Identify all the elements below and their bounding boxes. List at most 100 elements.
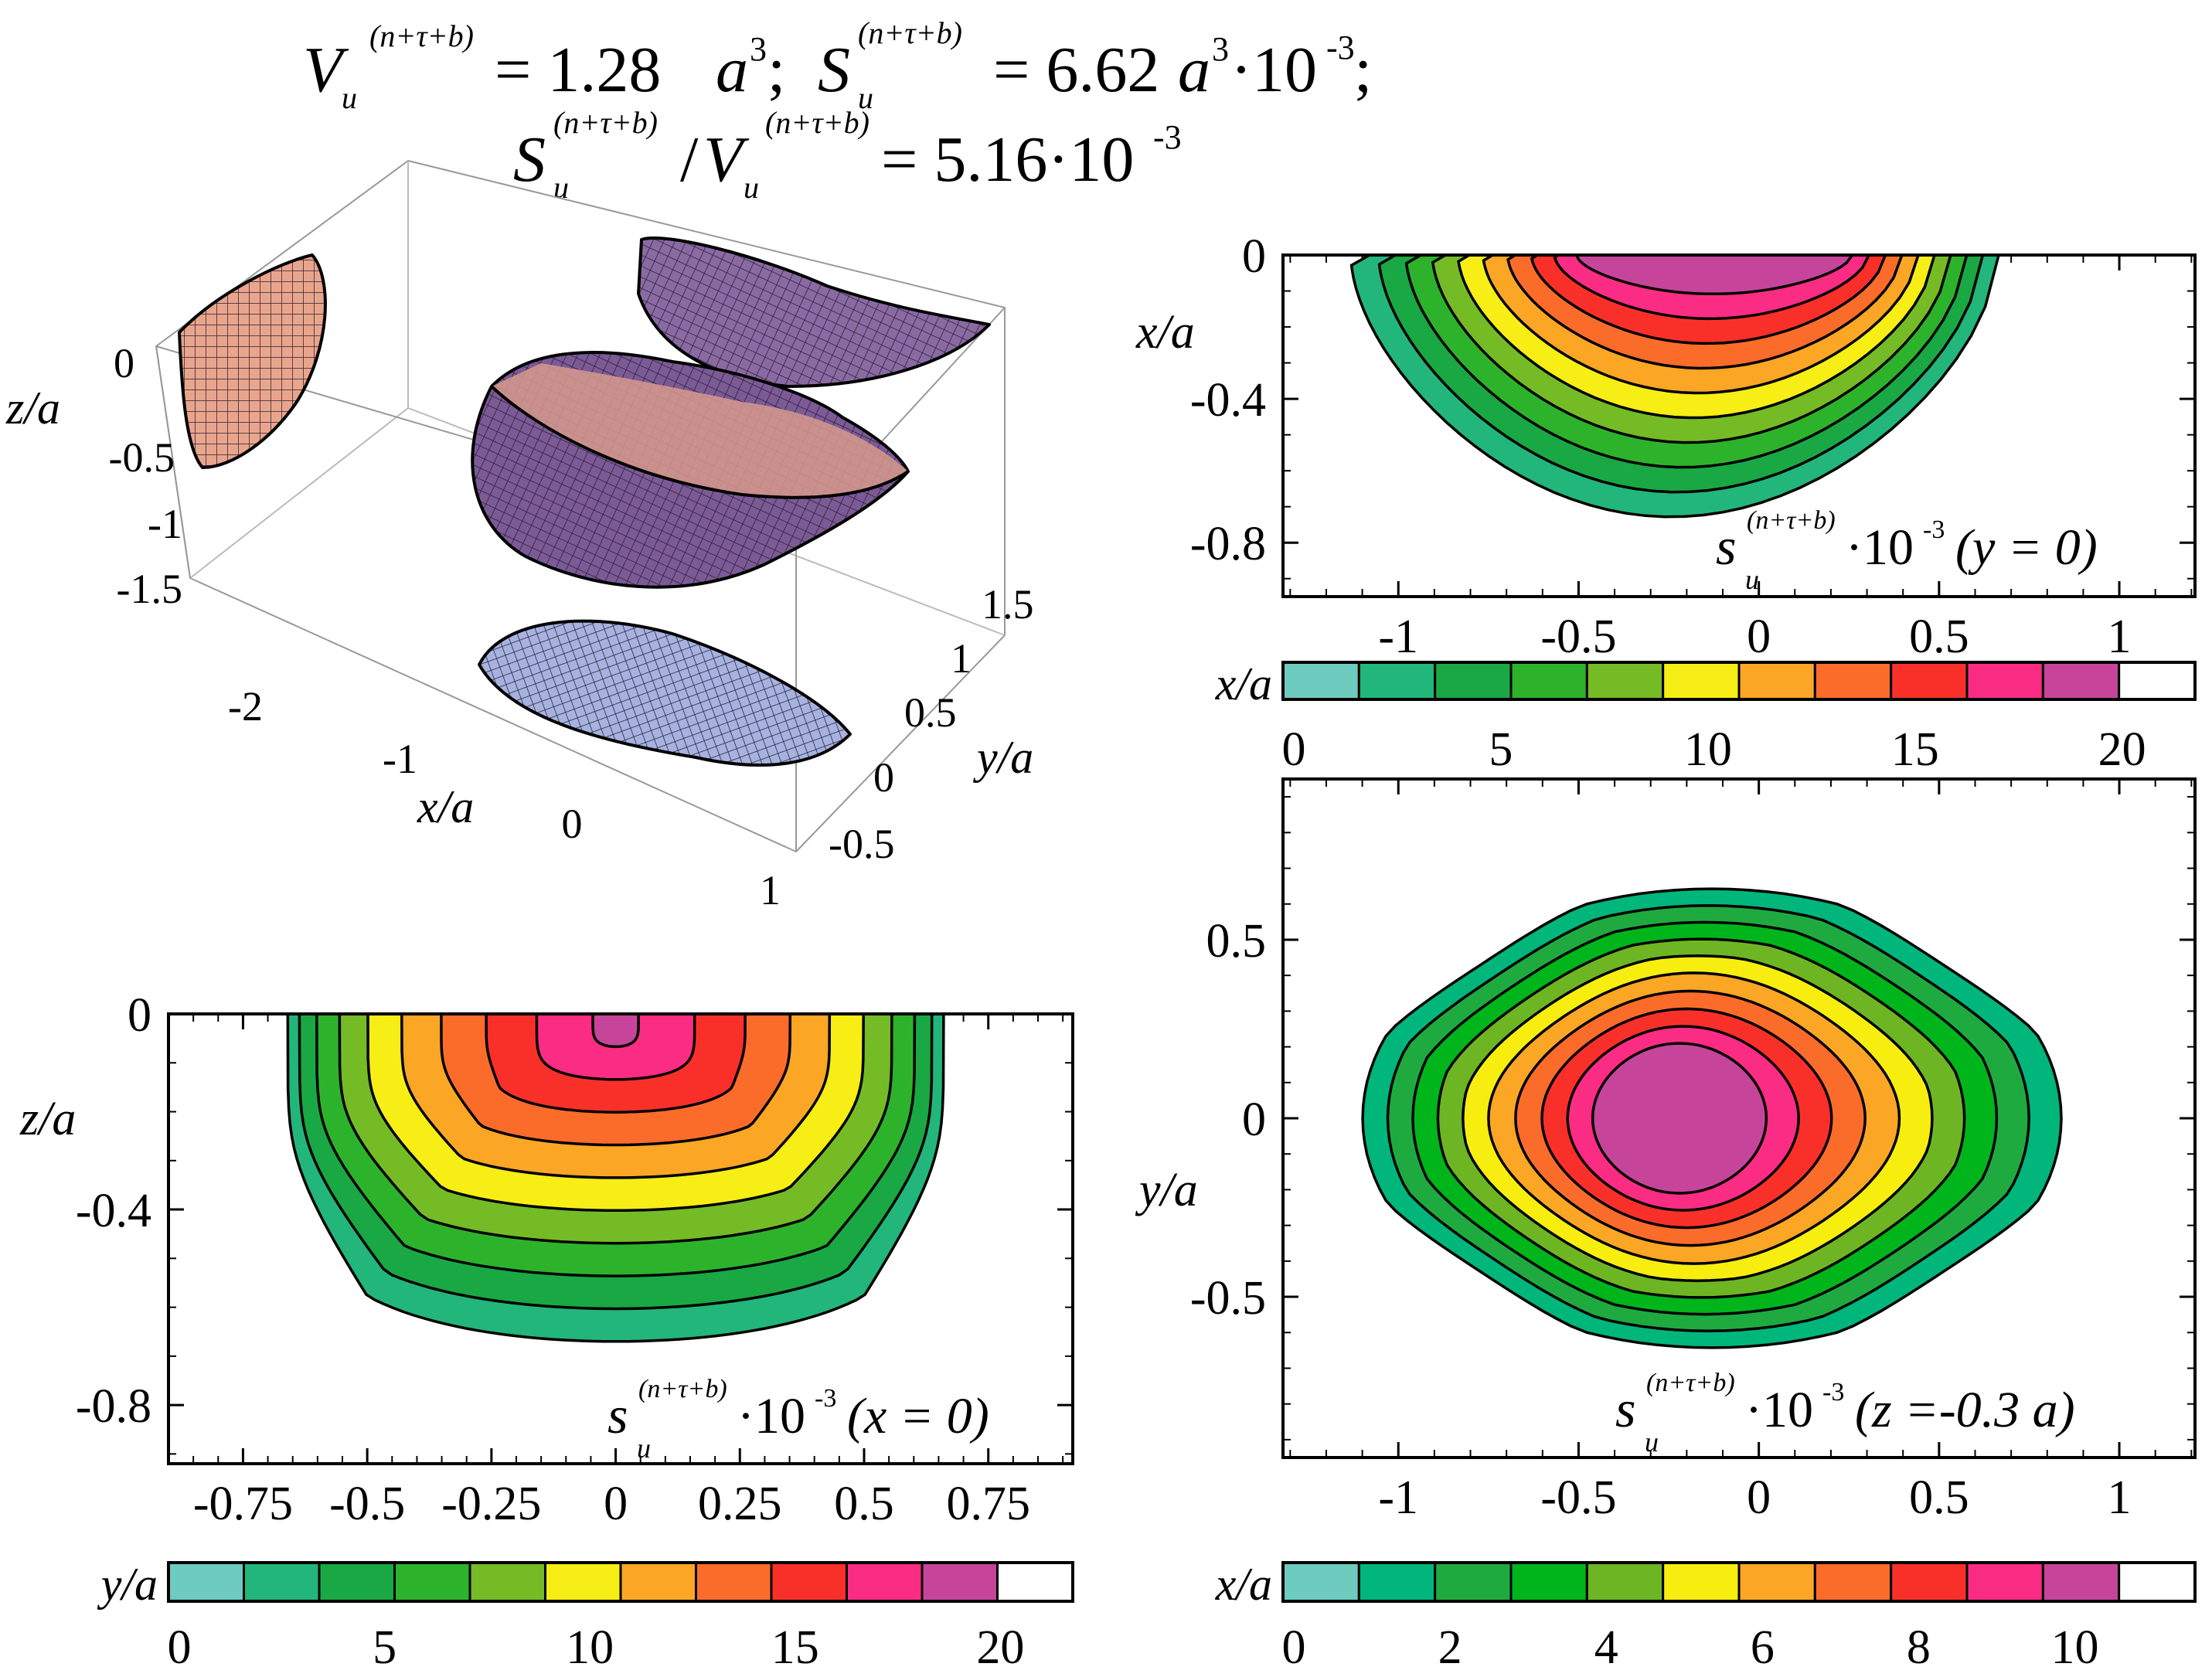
x-tick-label: -1 [1378,611,1418,663]
y-tick-label: -0.4 [76,1185,151,1237]
colorbar-segment-6 [619,1561,697,1603]
colorbar-tick-label: 2 [1438,1621,1462,1674]
plot-frame-top [1281,253,2197,598]
x-tick--1: -1 [383,736,417,782]
colorbar-tick-label: 15 [771,1621,819,1674]
surface-exp: -3 [1326,29,1355,66]
y-tick-1: 1 [951,635,972,682]
colorbar-segment-10 [2041,1561,2121,1603]
volume-cube: 3 [750,30,767,68]
y-tick-label: -0.4 [1190,374,1266,427]
volume-sep: ; [767,34,785,106]
colorbar-segment-5 [1662,1561,1741,1603]
title-cond: (x = 0) [847,1388,989,1444]
y-tick-label: -0.8 [76,1380,151,1433]
y-tick-0: 0 [873,754,894,801]
colorbar-segment-2 [318,1561,396,1603]
y-axis-label: z/a [19,1093,76,1145]
colorbar-tick-label: 20 [976,1621,1024,1674]
contour-panel-x0: -0.75 -0.5 -0.25 0 0.25 0.5 0.75 0 -0.4 -0.8 su (n+… [19,989,1074,1674]
z-axis-label: z/a [5,383,60,434]
ratio-value: = 5.16·10 [881,124,1134,196]
z-tick--1.5: -1.5 [117,566,182,612]
title-sub: u [637,1433,651,1464]
y-tick-0.5: 0.5 [904,689,957,736]
colorbar-tick-label: 10 [2051,1621,2099,1674]
title-exp: -3 [1822,1378,1844,1407]
contour-level-10 [1591,1042,1768,1195]
title-s: s [607,1386,628,1444]
colorbar-tick-label: 15 [1891,723,1939,776]
colorbar-segment-9 [846,1561,924,1603]
colorbar-tick-label: 0 [1282,1621,1306,1674]
title-exp: -3 [1923,515,1945,544]
colorbar-frame [1281,661,2197,701]
contour-fill-y0 [1349,255,2095,519]
colorbar-segment-4 [1585,661,1665,701]
z-tick-0: 0 [114,340,134,386]
colorbar-segment-3 [393,1561,471,1603]
colorbar-tick-label: 10 [1684,723,1732,776]
colorbar-segment-5 [544,1561,622,1603]
colorbar-segment-9 [1965,661,2044,701]
ratio-slash: / [680,124,699,196]
surface-value: = 6.62 [993,34,1159,106]
y-tick-label: 0 [1242,230,1266,283]
x-tick-label: 0 [1747,611,1771,663]
header-formulas: V u (n+τ+b) = 1.28 a 3 ; S u (n+τ+b) = 6… [303,15,1372,205]
title-cond: (z =-0.3 a) [1855,1382,2075,1438]
colorbar-tick-label: 5 [1489,723,1513,776]
colorbar-tick-label: 10 [566,1621,614,1674]
volume-a: a [716,34,748,106]
x-tick-label: -0.25 [441,1478,541,1530]
surface-sup: (n+τ+b) [858,15,962,50]
colorbar-segment-0 [1281,661,1360,701]
colorbar-tick-label: 0 [1282,723,1306,776]
y-tick-label: 0.5 [1206,915,1267,968]
title-times: ·10 [737,1388,805,1444]
x-tick-label: 0 [604,1478,628,1530]
contour-panel-z03: -1 -0.5 0 0.5 1 0.5 0 -0.5 su (n+τ+b) ·10 -3 (z =-0.… [1135,777,2197,1674]
surface-symbol: S [818,34,850,106]
x-tick-1: 1 [760,867,781,913]
x-tick-label: 0.75 [946,1478,1030,1530]
contour-fill-x0 [286,1014,945,1343]
colorbar-segment-3 [1509,1561,1588,1603]
colorbar-tick-label: 8 [1907,1621,1931,1674]
y-tick-label: -0.8 [1190,518,1266,570]
title-times: ·10 [1846,519,1914,576]
title-sub: u [1645,1427,1659,1458]
colorbar-segment-11 [2118,1561,2197,1603]
colorbar-segment-8 [1890,1561,1969,1603]
colorbar-segment-4 [468,1561,546,1603]
ratio-S-sup: (n+τ+b) [553,105,658,140]
x-tick-label: 1 [2108,1471,2132,1524]
x-tick-label: 0.5 [1909,611,1969,663]
plot-frame-top [167,1012,1074,1465]
title-exp: -3 [815,1384,836,1413]
x-tick-label: 0.5 [1909,1471,1969,1524]
ratio-V-sup: (n+τ+b) [765,105,869,140]
colorbar-frame [167,1561,1074,1603]
y-axis-label: y/a [972,732,1033,783]
x-tick-label: 0.25 [698,1478,782,1530]
title-cond: (y = 0) [1955,519,2098,576]
colorbar-segment-2 [1434,1561,1513,1603]
x-tick-label: -0.5 [1540,1471,1616,1524]
contour-level-10 [537,1014,695,1049]
x-axis-label: x/a [417,781,474,832]
x-tick-label: -0.75 [193,1478,293,1530]
colorbar-segment-7 [695,1561,773,1603]
plot-frame-top [1281,777,2197,1459]
x-tick-label: 0.5 [834,1478,894,1530]
y-tick-label: 0 [1242,1094,1266,1146]
title-sup: (n+τ+b) [1646,1369,1735,1397]
colorbar-segment-4 [1585,1561,1665,1603]
colorbar-segment-6 [1737,1561,1816,1603]
z-tick--1: -1 [148,501,182,547]
ratio-S: S [513,124,546,196]
y-tick-label: -0.5 [1190,1272,1266,1325]
volume-sub: u [342,80,357,115]
ratio-V-sub: u [744,170,759,205]
contour-level-10 [1575,255,1894,296]
